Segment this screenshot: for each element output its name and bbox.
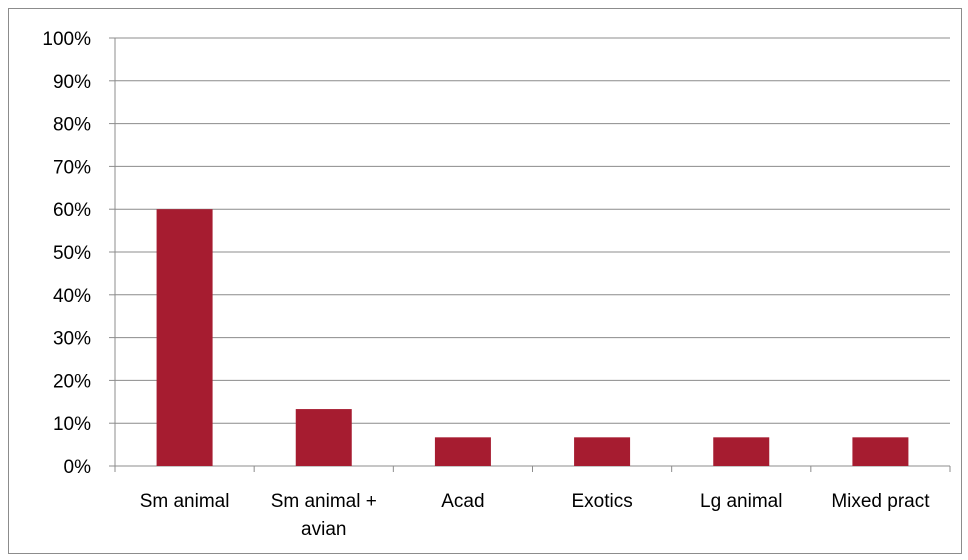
y-tick-label: 30% (53, 329, 91, 350)
x-tick-label: Acad (441, 491, 484, 512)
y-tick-label: 40% (53, 286, 91, 307)
x-tick-label: Exotics (571, 491, 632, 512)
bar (156, 209, 213, 466)
y-tick-label: 10% (53, 414, 91, 435)
y-tick-label: 100% (42, 29, 91, 50)
y-tick-label: 90% (53, 72, 91, 93)
y-tick-label: 80% (53, 115, 91, 136)
x-tick-label: Sm animal (140, 491, 230, 512)
bar (852, 437, 909, 466)
x-tick-label: Sm animal + (271, 491, 377, 512)
y-tick-label: 60% (53, 200, 91, 221)
x-tick-label: Lg animal (700, 491, 782, 512)
bar (434, 437, 491, 466)
x-tick-label: Mixed pract (831, 491, 930, 512)
x-tick-label: avian (301, 519, 346, 540)
bar (713, 437, 770, 466)
y-tick-label: 20% (53, 371, 91, 392)
bar (574, 437, 631, 466)
bar (295, 409, 352, 466)
y-tick-label: 50% (53, 243, 91, 264)
y-tick-label: 70% (53, 157, 91, 178)
y-tick-label: 0% (64, 457, 92, 478)
